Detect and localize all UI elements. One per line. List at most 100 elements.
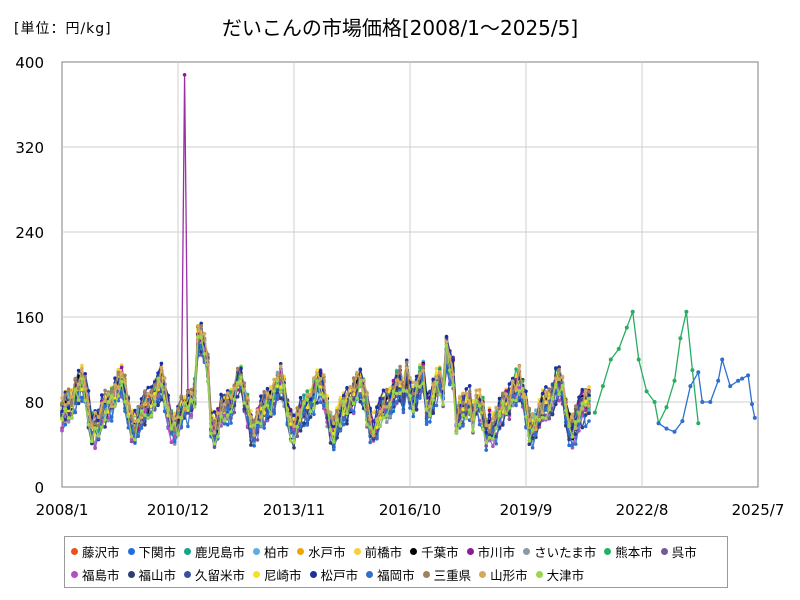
- data-point: [484, 448, 489, 452]
- data-point: [573, 404, 578, 408]
- legend-item: 前橋市: [353, 540, 402, 562]
- data-point: [159, 383, 164, 387]
- data-point: [182, 401, 187, 405]
- data-point: [554, 382, 558, 387]
- data-point: [514, 398, 518, 403]
- data-point: [720, 357, 725, 362]
- data-point: [199, 321, 203, 326]
- legend-label: 福岡市: [377, 568, 415, 583]
- data-point: [136, 433, 140, 438]
- data-point: [418, 384, 422, 389]
- data-point: [428, 404, 432, 409]
- data-point: [305, 408, 310, 413]
- data-point: [60, 409, 64, 414]
- data-point: [644, 389, 649, 394]
- data-point: [411, 409, 416, 414]
- data-point: [278, 390, 283, 394]
- data-point: [544, 416, 548, 421]
- legend-item: 福山市: [127, 564, 176, 586]
- x-tick-label: 2022/8: [616, 501, 669, 519]
- data-point: [100, 393, 104, 397]
- data-point: [325, 403, 329, 408]
- data-point: [312, 412, 316, 417]
- legend-item: 呉市: [660, 540, 697, 562]
- data-point: [96, 423, 101, 428]
- data-point: [388, 410, 392, 415]
- data-point: [517, 364, 522, 369]
- data-point: [90, 425, 94, 429]
- data-point: [414, 380, 419, 385]
- data-point: [153, 402, 157, 407]
- data-point: [527, 406, 532, 411]
- data-point: [491, 422, 495, 426]
- legend-marker: [660, 547, 668, 555]
- data-point: [328, 441, 333, 445]
- data-point: [624, 325, 629, 330]
- data-point: [269, 385, 273, 389]
- data-point: [288, 439, 293, 443]
- data-point: [176, 415, 180, 419]
- data-point: [295, 434, 300, 439]
- data-point: [292, 413, 296, 418]
- data-point: [411, 414, 416, 419]
- y-tick-label: 0: [34, 479, 44, 497]
- data-point: [464, 391, 469, 396]
- data-point: [169, 414, 174, 418]
- data-point: [232, 397, 237, 402]
- data-point: [467, 408, 472, 412]
- data-point: [740, 376, 745, 381]
- data-point: [252, 433, 256, 438]
- data-point: [63, 403, 68, 407]
- data-point: [497, 396, 502, 401]
- data-point: [398, 388, 402, 392]
- data-point: [577, 395, 581, 400]
- data-point: [116, 394, 121, 398]
- data-point: [166, 408, 170, 412]
- data-point: [298, 395, 303, 400]
- data-point: [126, 414, 131, 419]
- data-point: [66, 401, 71, 405]
- data-point: [119, 371, 124, 376]
- data-point: [70, 395, 74, 399]
- data-point: [212, 410, 217, 414]
- data-point: [527, 419, 532, 423]
- data-point: [315, 372, 320, 376]
- data-point: [557, 377, 561, 382]
- data-point: [345, 411, 349, 416]
- data-point: [262, 426, 267, 430]
- data-point: [275, 393, 280, 398]
- legend-label: 藤沢市: [82, 544, 120, 560]
- legend-label: 柏市: [264, 544, 290, 560]
- data-point: [216, 434, 220, 439]
- data-point: [265, 391, 270, 396]
- data-point: [580, 425, 585, 430]
- data-point: [338, 428, 343, 433]
- data-point: [510, 393, 515, 398]
- data-point: [93, 446, 97, 451]
- data-point: [292, 431, 296, 435]
- data-point: [587, 396, 591, 401]
- data-point: [467, 389, 472, 394]
- data-point: [736, 378, 741, 383]
- chart-title: だいこんの市場価格[2008/1～2025/5]: [221, 16, 579, 40]
- data-point: [196, 335, 200, 339]
- y-tick-label: 80: [25, 394, 44, 412]
- data-point: [664, 405, 669, 410]
- data-point: [318, 382, 323, 386]
- data-point: [690, 368, 695, 373]
- data-point: [385, 413, 389, 418]
- data-point: [700, 400, 705, 404]
- data-point: [305, 423, 310, 427]
- data-point: [434, 403, 439, 408]
- data-point: [189, 387, 194, 392]
- data-point: [93, 422, 97, 426]
- data-point: [368, 425, 373, 430]
- legend-marker: [184, 547, 192, 555]
- data-point: [385, 405, 389, 409]
- data-point: [507, 382, 512, 386]
- data-point: [487, 413, 492, 417]
- data-point: [196, 324, 200, 328]
- data-point: [494, 405, 499, 410]
- data-point: [664, 426, 669, 431]
- data-point: [587, 404, 591, 408]
